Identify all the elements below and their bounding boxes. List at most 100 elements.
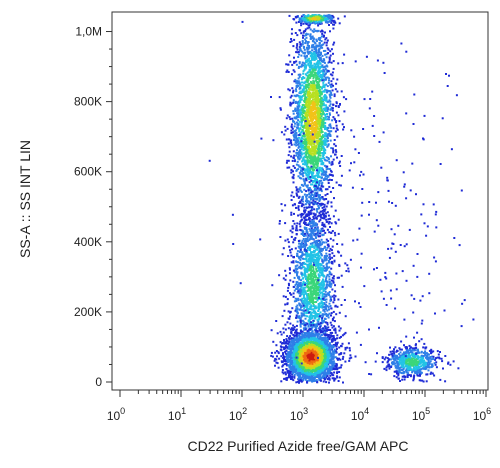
event-point — [327, 316, 330, 319]
event-point — [307, 294, 310, 297]
event-point — [318, 38, 321, 41]
event-point — [317, 257, 320, 260]
event-point — [332, 127, 335, 130]
event-point — [315, 144, 318, 147]
event-point — [321, 213, 324, 216]
event-point — [321, 171, 324, 174]
event-point — [286, 127, 289, 130]
event-point — [317, 293, 319, 296]
event-point — [322, 275, 325, 278]
event-point — [324, 175, 327, 178]
event-point — [309, 242, 312, 245]
event-point — [317, 156, 320, 159]
event-point — [322, 142, 325, 145]
event-point — [294, 271, 297, 274]
event-point — [306, 311, 309, 314]
event-point — [299, 255, 302, 258]
event-point — [324, 331, 327, 334]
event-point — [324, 280, 327, 283]
event-point — [345, 270, 348, 272]
event-point — [312, 86, 315, 89]
event-point — [312, 127, 315, 130]
event-point — [312, 273, 315, 275]
event-point — [328, 285, 331, 288]
event-point — [298, 62, 301, 65]
event-point — [321, 152, 324, 155]
event-point — [313, 68, 316, 71]
event-point — [323, 137, 326, 140]
event-point — [317, 320, 320, 323]
event-point — [331, 319, 334, 322]
event-point — [303, 299, 306, 302]
event-point — [312, 266, 314, 269]
event-point — [306, 302, 309, 305]
event-point — [290, 38, 293, 40]
event-point — [305, 117, 308, 120]
event-point — [314, 179, 317, 182]
event-point — [306, 135, 309, 138]
event-point — [336, 128, 339, 131]
event-point — [301, 229, 304, 232]
event-point — [312, 237, 315, 240]
event-point — [309, 269, 312, 272]
event-point — [311, 253, 314, 256]
event-point — [312, 118, 314, 121]
event-point — [292, 112, 295, 115]
event-point — [322, 278, 324, 281]
event-point — [295, 46, 298, 49]
event-point — [308, 154, 311, 156]
event-point — [299, 249, 302, 252]
event-point — [319, 210, 322, 213]
event-point — [309, 171, 312, 174]
event-point — [303, 77, 306, 79]
event-point — [290, 213, 293, 216]
event-point — [325, 252, 328, 255]
event-point — [308, 223, 311, 226]
event-point — [319, 90, 322, 93]
event-point — [307, 211, 310, 214]
event-point — [317, 244, 320, 246]
event-point — [290, 261, 293, 264]
event-point — [333, 143, 336, 146]
event-point — [323, 98, 326, 101]
event-point — [308, 93, 310, 96]
event-point — [309, 143, 312, 146]
event-point — [270, 96, 272, 98]
event-point — [299, 282, 302, 284]
event-point — [319, 325, 322, 328]
event-point — [319, 198, 322, 201]
event-point — [301, 43, 304, 46]
event-point — [327, 133, 330, 136]
event-point — [302, 64, 304, 67]
event-point — [333, 254, 336, 257]
event-point — [308, 203, 311, 206]
event-point — [305, 190, 308, 193]
event-point — [325, 277, 328, 280]
event-point — [331, 256, 334, 259]
event-point — [305, 227, 308, 229]
event-point — [329, 285, 332, 288]
event-point — [314, 229, 317, 232]
event-point — [317, 305, 320, 308]
event-point — [311, 232, 314, 235]
event-point — [322, 163, 325, 166]
event-point — [305, 143, 308, 146]
event-point — [298, 102, 301, 105]
event-point — [295, 60, 298, 63]
event-point — [302, 30, 305, 33]
event-point — [318, 108, 321, 111]
event-point — [321, 287, 324, 290]
event-point — [336, 341, 339, 344]
event-point — [297, 146, 300, 149]
event-point — [305, 84, 308, 86]
event-point — [333, 294, 336, 297]
event-point — [332, 325, 335, 328]
event-point — [310, 278, 312, 281]
event-point — [317, 286, 320, 288]
event-point — [306, 167, 309, 170]
event-point — [297, 73, 300, 76]
event-point — [312, 284, 315, 287]
event-point — [292, 134, 295, 137]
event-point — [323, 41, 326, 44]
event-point — [334, 153, 337, 156]
